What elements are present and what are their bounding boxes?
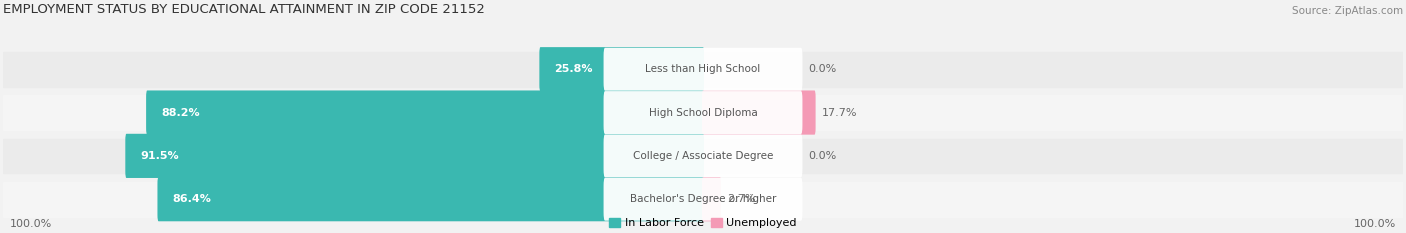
FancyBboxPatch shape bbox=[146, 90, 704, 135]
FancyBboxPatch shape bbox=[540, 47, 704, 91]
Text: 100.0%: 100.0% bbox=[1354, 219, 1396, 229]
Text: 100.0%: 100.0% bbox=[10, 219, 52, 229]
FancyBboxPatch shape bbox=[157, 177, 704, 221]
Bar bbox=[3, 182, 1403, 216]
FancyBboxPatch shape bbox=[702, 90, 815, 135]
Text: Bachelor's Degree or higher: Bachelor's Degree or higher bbox=[630, 194, 776, 204]
FancyBboxPatch shape bbox=[603, 178, 803, 221]
Text: Less than High School: Less than High School bbox=[645, 64, 761, 74]
FancyBboxPatch shape bbox=[603, 134, 803, 177]
Bar bbox=[3, 139, 1403, 173]
Legend: In Labor Force, Unemployed: In Labor Force, Unemployed bbox=[609, 218, 797, 228]
FancyBboxPatch shape bbox=[125, 134, 704, 178]
FancyBboxPatch shape bbox=[603, 91, 803, 134]
FancyBboxPatch shape bbox=[603, 48, 803, 91]
Text: 91.5%: 91.5% bbox=[141, 151, 179, 161]
Text: High School Diploma: High School Diploma bbox=[648, 108, 758, 118]
Text: 86.4%: 86.4% bbox=[173, 194, 211, 204]
Text: 88.2%: 88.2% bbox=[162, 108, 200, 118]
Text: 17.7%: 17.7% bbox=[821, 108, 858, 118]
Text: College / Associate Degree: College / Associate Degree bbox=[633, 151, 773, 161]
Text: 25.8%: 25.8% bbox=[554, 64, 593, 74]
Text: 0.0%: 0.0% bbox=[808, 151, 837, 161]
Text: Source: ZipAtlas.com: Source: ZipAtlas.com bbox=[1292, 6, 1403, 16]
Text: 2.7%: 2.7% bbox=[727, 194, 755, 204]
Text: 0.0%: 0.0% bbox=[808, 64, 837, 74]
Bar bbox=[3, 95, 1403, 130]
Bar bbox=[3, 52, 1403, 86]
Text: EMPLOYMENT STATUS BY EDUCATIONAL ATTAINMENT IN ZIP CODE 21152: EMPLOYMENT STATUS BY EDUCATIONAL ATTAINM… bbox=[3, 3, 485, 16]
FancyBboxPatch shape bbox=[702, 177, 721, 221]
